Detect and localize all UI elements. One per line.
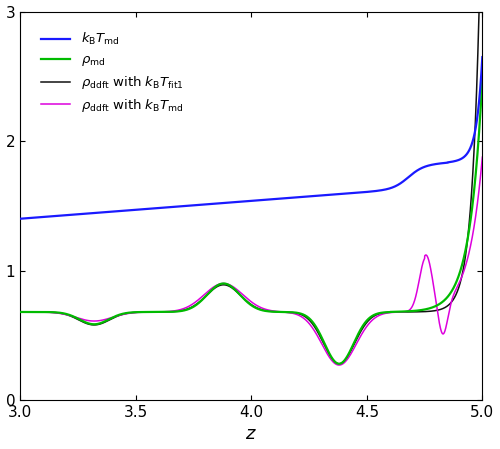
X-axis label: $z$: $z$ [246, 426, 257, 444]
Legend: $k_\mathrm{B}T_\mathrm{md}$, $\rho_\mathrm{md}$, $\rho_\mathrm{ddft}$ with $k_\m: $k_\mathrm{B}T_\mathrm{md}$, $\rho_\math… [36, 26, 189, 119]
